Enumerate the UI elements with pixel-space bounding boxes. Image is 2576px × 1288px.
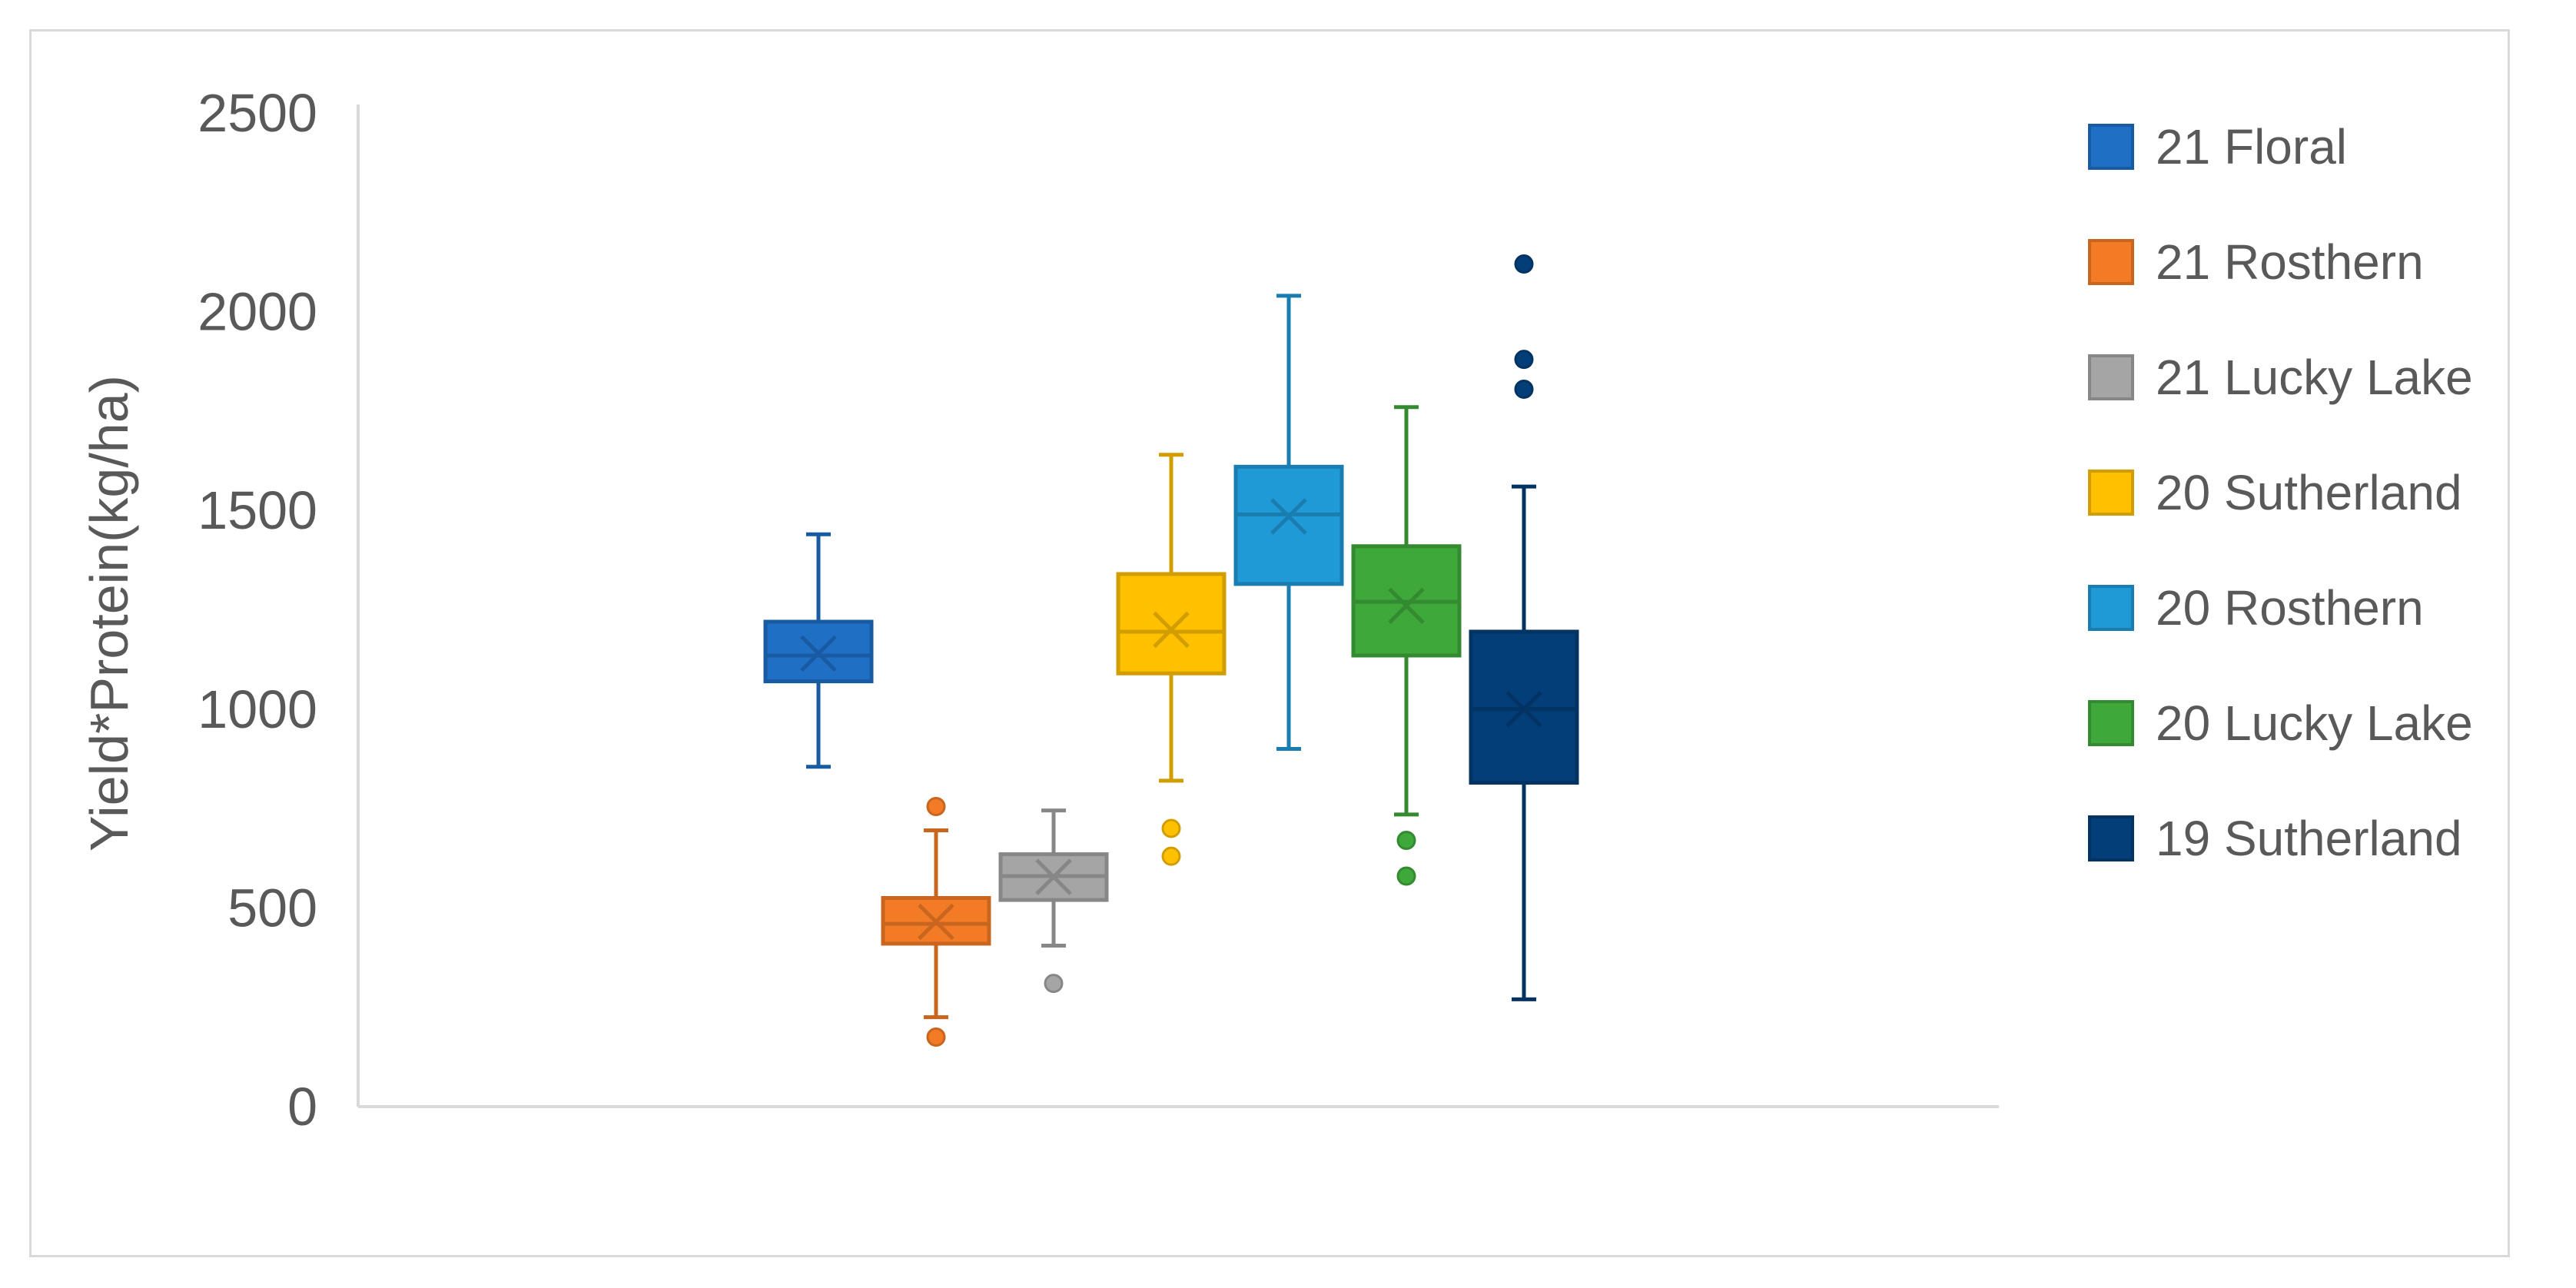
box-20-sutherland (1116, 453, 1227, 866)
outlier-point (1514, 350, 1534, 370)
outlier-point (1514, 379, 1534, 399)
legend-label: 20 Lucky Lake (2156, 695, 2473, 751)
y-tick-label: 0 (287, 1077, 317, 1137)
legend-label: 20 Sutherland (2156, 465, 2462, 520)
y-tick-label: 1500 (198, 480, 317, 540)
outlier-point (926, 797, 946, 817)
box-21-rosthern (881, 797, 991, 1047)
legend: 21 Floral 21 Rosthern 21 Lucky Lake 20 Suth… (2088, 119, 2473, 866)
outlier-point (1396, 866, 1416, 886)
mean-marker (1388, 587, 1425, 625)
y-axis-ticks: 0 500 1000 1500 2000 2500 (198, 83, 317, 1137)
legend-swatch (2088, 700, 2134, 746)
legend-label: 21 Lucky Lake (2156, 350, 2473, 405)
legend-item: 21 Floral (2088, 119, 2347, 174)
outlier-point (1514, 254, 1534, 274)
iqr-box (763, 619, 874, 684)
mean-marker (1270, 498, 1307, 535)
legend-swatch (2088, 815, 2134, 861)
outlier-point (1161, 818, 1181, 838)
y-tick-label: 2500 (198, 83, 317, 143)
legend-label: 21 Rosthern (2156, 234, 2424, 290)
mean-marker (800, 635, 837, 672)
legend-item: 20 Lucky Lake (2088, 695, 2473, 751)
legend-swatch (2088, 124, 2134, 170)
legend-label: 20 Rosthern (2156, 580, 2424, 636)
legend-item: 19 Sutherland (2088, 811, 2462, 866)
axes (357, 105, 1999, 1108)
outlier-point (1396, 830, 1416, 850)
legend-label: 19 Sutherland (2156, 811, 2462, 866)
y-tick-label: 1000 (198, 679, 317, 739)
mean-marker (1505, 691, 1542, 728)
legend-item: 21 Lucky Lake (2088, 350, 2473, 405)
legend-label: 21 Floral (2156, 119, 2347, 174)
y-tick-label: 500 (227, 878, 317, 938)
box-plot-chart: 0 500 1000 1500 2000 2500 Yield*Protein(kg/ha… (79, 83, 2473, 1137)
mean-marker (918, 903, 954, 941)
boxes (763, 254, 1579, 1047)
iqr-box (1233, 464, 1344, 586)
legend-item: 21 Rosthern (2088, 234, 2424, 290)
legend-swatch (2088, 470, 2134, 516)
chart-frame: 0 500 1000 1500 2000 2500 Yield*Protein(kg/ha… (29, 29, 2510, 1257)
y-axis-title: Yield*Protein(kg/ha) (79, 375, 139, 851)
mean-marker (1035, 858, 1072, 895)
box-21-floral (763, 532, 874, 769)
box-21-lucky-lake (998, 808, 1109, 994)
outlier-point (926, 1027, 946, 1047)
legend-item: 20 Rosthern (2088, 580, 2424, 636)
outlier-point (1161, 846, 1181, 866)
legend-item: 20 Sutherland (2088, 465, 2462, 520)
iqr-box (1116, 572, 1227, 676)
legend-swatch (2088, 239, 2134, 285)
outlier-point (1044, 974, 1064, 994)
box-20-lucky-lake (1351, 405, 1462, 886)
y-tick-label: 2000 (198, 282, 317, 342)
box-19-sutherland (1469, 254, 1579, 1001)
box-20-rosthern (1233, 294, 1344, 752)
legend-swatch (2088, 354, 2134, 400)
mean-marker (1153, 611, 1190, 649)
legend-swatch (2088, 585, 2134, 631)
